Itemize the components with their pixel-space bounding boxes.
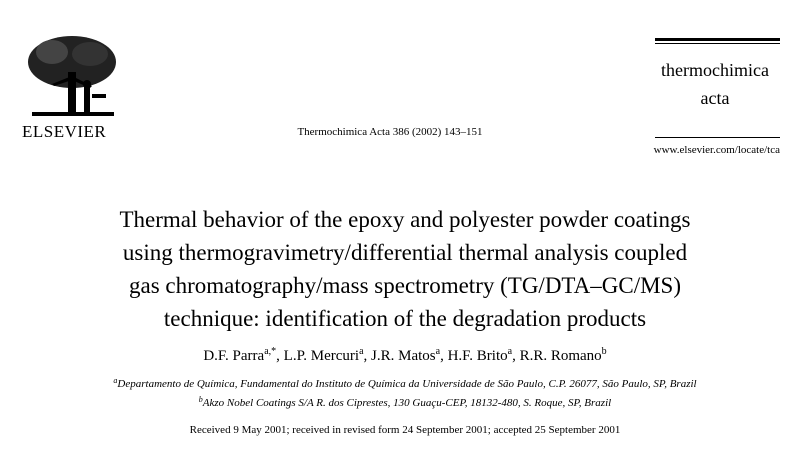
authors: D.F. Parraa,*, L.P. Mercuria, J.R. Matos…: [0, 346, 810, 365]
title-line: technique: identification of the degrada…: [163, 306, 647, 331]
title: Thermal behavior of the epoxy and polyes…: [0, 203, 810, 335]
author-affiliation-mark: a: [507, 346, 513, 357]
rule: [655, 43, 780, 44]
author-name: R.R. Romano: [519, 348, 602, 364]
rule: [655, 137, 780, 138]
author-name: L.P. Mercuri: [283, 348, 360, 364]
publisher: ELSEVIER: [22, 122, 107, 141]
author-affiliation-mark: a: [435, 346, 441, 357]
author-separator: ,: [512, 348, 520, 364]
affiliation-text: Akzo Nobel Coatings S/A R. dos Ciprestes…: [202, 397, 612, 409]
author-separator: ,: [363, 348, 372, 364]
publisher-logo: [28, 36, 116, 116]
affiliation: aDepartamento de Química, Fundamental do…: [0, 376, 810, 391]
author-affiliation-mark: a,*: [264, 346, 277, 357]
affiliation: bAkzo Nobel Coatings S/A R. dos Cipreste…: [0, 395, 810, 410]
title-line: gas chromatography/mass spectrometry (TG…: [129, 273, 681, 298]
journal-name: thermochimica: [661, 60, 769, 80]
rule: [655, 38, 780, 41]
citation: Thermochimica Acta 386 (2002) 143–151: [297, 126, 483, 138]
author-name: H.F. Brito: [447, 348, 508, 364]
author-name: D.F. Parra: [203, 348, 265, 364]
author-affiliation-mark: a: [359, 346, 364, 357]
received-dates: Received 9 May 2001; received in revised…: [189, 424, 621, 436]
title-line: Thermal behavior of the epoxy and polyes…: [119, 207, 691, 232]
affiliation-mark: a: [113, 376, 118, 385]
journal-name: acta: [700, 88, 730, 108]
journal-url: www.elsevier.com/locate/tca: [653, 144, 780, 156]
author-name: J.R. Matos: [371, 348, 436, 364]
author-separator: ,: [276, 348, 284, 364]
affiliation-mark: b: [198, 395, 203, 404]
affiliation-text: Departamento de Química, Fundamental do …: [117, 378, 697, 390]
author-separator: ,: [440, 348, 448, 364]
title-line: using thermogravimetry/differential ther…: [122, 240, 688, 265]
author-affiliation-mark: b: [601, 346, 607, 357]
